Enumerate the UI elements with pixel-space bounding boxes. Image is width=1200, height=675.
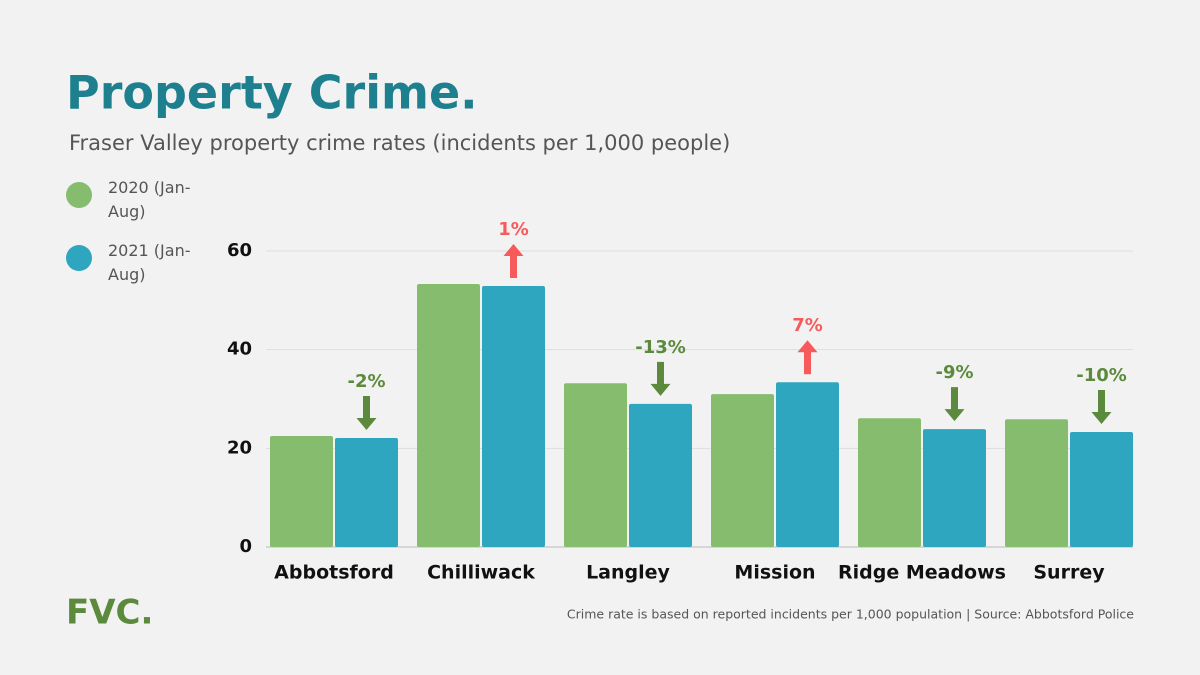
bar — [270, 436, 333, 547]
bar — [335, 437, 398, 547]
change-label: 7% — [792, 315, 823, 336]
y-tick-label: 40 — [227, 339, 252, 360]
logo: FVC. — [66, 593, 153, 633]
change-label: -13% — [635, 337, 686, 358]
bar — [858, 418, 921, 547]
legend-swatch — [66, 182, 92, 208]
change-label: -10% — [1076, 365, 1127, 386]
change-arrow — [944, 387, 965, 422]
y-tick-label: 60 — [227, 240, 252, 261]
bar — [417, 284, 480, 547]
change-arrow — [356, 395, 377, 430]
legend-swatch — [66, 245, 92, 271]
bar — [564, 383, 627, 547]
y-tick-label: 0 — [239, 536, 252, 557]
change-arrow — [650, 361, 671, 396]
legend-label: 2021 (Jan-Aug) — [108, 241, 191, 284]
x-tick-label: Abbotsford — [274, 562, 394, 584]
x-tick-label: Surrey — [1033, 562, 1105, 584]
change-label: -9% — [935, 362, 973, 383]
x-tick-label: Ridge Meadows — [838, 562, 1006, 584]
x-tick-label: Langley — [586, 562, 670, 584]
x-tick-label: Chilliwack — [427, 562, 535, 584]
legend-item: 2020 (Jan-Aug) — [66, 176, 206, 224]
bar — [629, 403, 692, 547]
y-tick-label: 20 — [227, 437, 252, 458]
bar — [711, 394, 774, 547]
chart-subtitle: Fraser Valley property crime rates (inci… — [69, 131, 730, 155]
legend-item: 2021 (Jan-Aug) — [66, 239, 206, 287]
bar — [1005, 419, 1068, 547]
bar — [776, 382, 839, 547]
bar — [482, 286, 545, 547]
legend-label: 2020 (Jan-Aug) — [108, 178, 191, 221]
source-note: Crime rate is based on reported incident… — [567, 607, 1134, 622]
bar — [923, 429, 986, 547]
x-tick-label: Mission — [734, 562, 815, 584]
change-label: -2% — [347, 371, 385, 392]
change-arrow — [503, 244, 524, 279]
change-arrow — [797, 340, 818, 375]
bar — [1070, 432, 1133, 547]
change-label: 1% — [498, 219, 529, 240]
chart-title: Property Crime. — [66, 66, 478, 120]
change-arrow — [1091, 390, 1112, 425]
